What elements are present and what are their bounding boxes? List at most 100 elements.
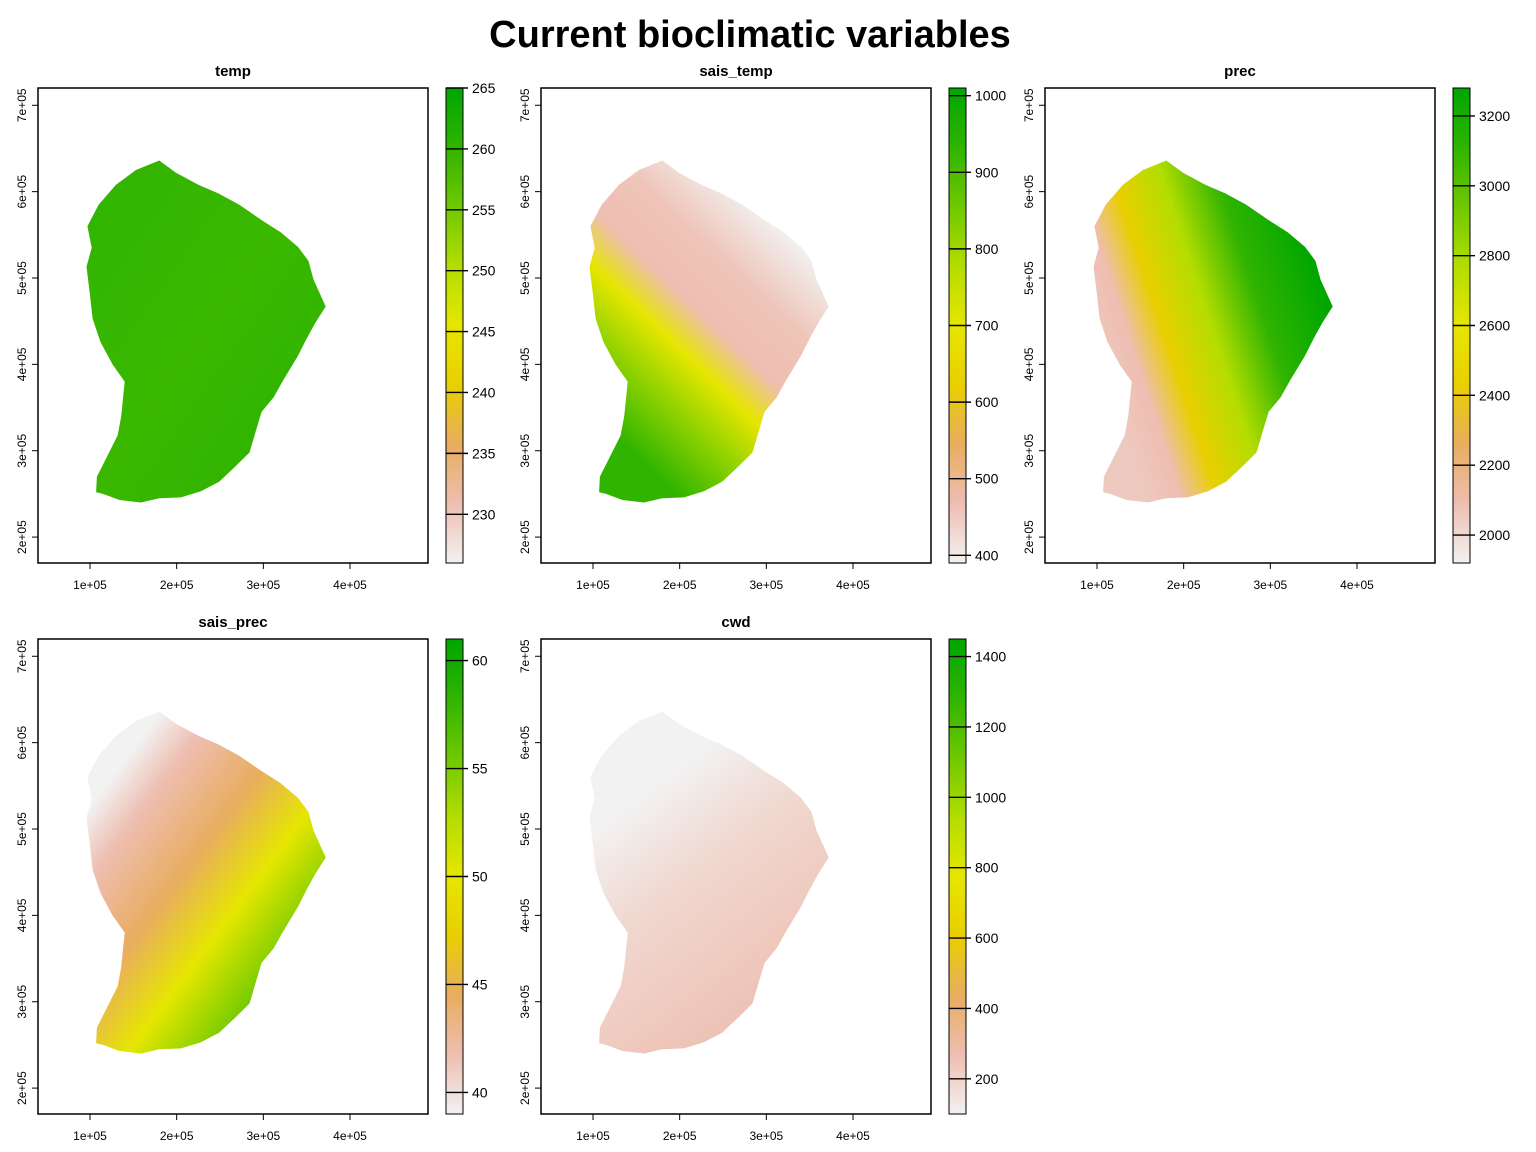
panel-sais_prec: sais_prec 1e+05 2e+05 3e+05 4e+05 2e+05 3e+05 4… bbox=[15, 614, 488, 1143]
legend-tick-label: 400 bbox=[975, 1000, 999, 1016]
legend-tick-label: 45 bbox=[472, 976, 488, 992]
y-tick-label: 3e+05 bbox=[15, 434, 29, 468]
x-tick-label: 2e+05 bbox=[1167, 578, 1201, 592]
y-tick-label: 7e+05 bbox=[15, 88, 29, 122]
y-tick-label: 3e+05 bbox=[15, 985, 29, 1019]
y-tick-label: 2e+05 bbox=[1022, 520, 1036, 554]
y-tick-label: 2e+05 bbox=[518, 520, 532, 554]
legend-tick-label: 1000 bbox=[975, 789, 1006, 805]
y-tick-label: 6e+05 bbox=[518, 725, 532, 759]
legend-tick-label: 800 bbox=[975, 241, 999, 257]
legend-tick-label: 1200 bbox=[975, 719, 1006, 735]
legend-tick-label: 235 bbox=[472, 445, 496, 461]
y-tick-label: 2e+05 bbox=[518, 1071, 532, 1105]
legend-tick-label: 400 bbox=[975, 547, 999, 563]
legend-tick-label: 3200 bbox=[1479, 108, 1510, 124]
legend-tick-label: 1400 bbox=[975, 649, 1006, 665]
legend-tick-label: 600 bbox=[975, 930, 999, 946]
x-tick-label: 1e+05 bbox=[576, 578, 610, 592]
plot-frame bbox=[1044, 87, 1436, 564]
y-tick-label: 4e+05 bbox=[518, 898, 532, 932]
x-tick-label: 4e+05 bbox=[836, 578, 870, 592]
legend-tick-label: 900 bbox=[975, 164, 999, 180]
panel-title: temp bbox=[215, 63, 251, 80]
legend-tick-label: 200 bbox=[975, 1071, 999, 1087]
y-tick-label: 6e+05 bbox=[518, 174, 532, 208]
legend-tick-label: 2200 bbox=[1479, 457, 1510, 473]
legend-tick-label: 50 bbox=[472, 869, 488, 885]
legend-tick-label: 40 bbox=[472, 1084, 488, 1100]
x-tick-label: 2e+05 bbox=[160, 578, 194, 592]
panel-title: sais_prec bbox=[198, 614, 267, 631]
y-tick-label: 6e+05 bbox=[1022, 174, 1036, 208]
y-tick-label: 5e+05 bbox=[15, 261, 29, 295]
legend-tick-label: 230 bbox=[472, 506, 496, 522]
panel-sais_temp: sais_temp 1e+05 2e+05 3e+05 4e+05 2e+05 3e+05 4… bbox=[518, 63, 1006, 592]
legend-tick-label: 245 bbox=[472, 324, 496, 340]
legend-tick-label: 2000 bbox=[1479, 527, 1510, 543]
raster-sais_prec bbox=[86, 711, 326, 1054]
x-tick-label: 3e+05 bbox=[749, 578, 783, 592]
raster-temp bbox=[86, 160, 326, 503]
legend-tick-label: 3000 bbox=[1479, 178, 1510, 194]
legend-tick-label: 700 bbox=[975, 318, 999, 334]
raster-cwd bbox=[589, 711, 829, 1054]
raster-prec bbox=[1093, 160, 1333, 503]
y-tick-label: 5e+05 bbox=[1022, 261, 1036, 295]
legend-tick-label: 1000 bbox=[975, 88, 1006, 104]
y-tick-label: 4e+05 bbox=[518, 347, 532, 381]
plot-frame bbox=[540, 638, 932, 1115]
y-tick-label: 6e+05 bbox=[15, 174, 29, 208]
legend-tick-label: 265 bbox=[472, 80, 496, 96]
y-tick-label: 3e+05 bbox=[518, 434, 532, 468]
legend-tick-label: 240 bbox=[472, 384, 496, 400]
x-tick-label: 3e+05 bbox=[749, 1129, 783, 1143]
panel-title: prec bbox=[1224, 63, 1256, 80]
x-tick-label: 2e+05 bbox=[663, 578, 697, 592]
y-tick-label: 5e+05 bbox=[518, 261, 532, 295]
panel-title: cwd bbox=[721, 614, 750, 631]
plot-frame bbox=[37, 87, 429, 564]
x-tick-label: 2e+05 bbox=[663, 1129, 697, 1143]
legend-tick-label: 260 bbox=[472, 141, 496, 157]
panel-temp: temp 1e+05 2e+05 3e+05 4e+05 2e+05 3e+05 4e+05 5… bbox=[15, 63, 496, 592]
x-tick-label: 1e+05 bbox=[73, 578, 107, 592]
legend-tick-label: 60 bbox=[472, 653, 488, 669]
y-tick-label: 7e+05 bbox=[518, 88, 532, 122]
y-tick-label: 6e+05 bbox=[15, 725, 29, 759]
y-tick-label: 7e+05 bbox=[15, 639, 29, 673]
legend-tick-label: 500 bbox=[975, 471, 999, 487]
x-tick-label: 3e+05 bbox=[1253, 578, 1287, 592]
x-tick-label: 2e+05 bbox=[160, 1129, 194, 1143]
legend-tick-label: 255 bbox=[472, 202, 496, 218]
raster-sais_temp bbox=[589, 160, 829, 503]
x-tick-label: 4e+05 bbox=[333, 578, 367, 592]
y-tick-label: 4e+05 bbox=[15, 347, 29, 381]
y-tick-label: 4e+05 bbox=[1022, 347, 1036, 381]
x-tick-label: 3e+05 bbox=[246, 1129, 280, 1143]
panel-prec: prec 1e+05 2e+05 3e+05 4e+05 2e+05 3e+05 4e+05 5… bbox=[1022, 63, 1510, 592]
legend-tick-label: 55 bbox=[472, 761, 488, 777]
y-tick-label: 2e+05 bbox=[15, 1071, 29, 1105]
y-tick-label: 5e+05 bbox=[518, 812, 532, 846]
legend-tick-label: 800 bbox=[975, 860, 999, 876]
y-tick-label: 3e+05 bbox=[1022, 434, 1036, 468]
x-tick-label: 4e+05 bbox=[836, 1129, 870, 1143]
x-tick-label: 1e+05 bbox=[73, 1129, 107, 1143]
legend-tick-label: 250 bbox=[472, 263, 496, 279]
y-tick-label: 4e+05 bbox=[15, 898, 29, 932]
page-title: Current bioclimatic variables bbox=[489, 14, 1011, 56]
x-tick-label: 1e+05 bbox=[1080, 578, 1114, 592]
y-tick-label: 5e+05 bbox=[15, 812, 29, 846]
x-tick-label: 3e+05 bbox=[246, 578, 280, 592]
panel-title: sais_temp bbox=[699, 63, 772, 80]
plot-frame bbox=[540, 87, 932, 564]
legend-bar bbox=[948, 638, 967, 1115]
legend-tick-label: 2800 bbox=[1479, 248, 1510, 264]
legend-bar bbox=[445, 87, 464, 564]
y-tick-label: 7e+05 bbox=[1022, 88, 1036, 122]
legend-tick-label: 600 bbox=[975, 394, 999, 410]
x-tick-label: 4e+05 bbox=[333, 1129, 367, 1143]
x-tick-label: 4e+05 bbox=[1340, 578, 1374, 592]
